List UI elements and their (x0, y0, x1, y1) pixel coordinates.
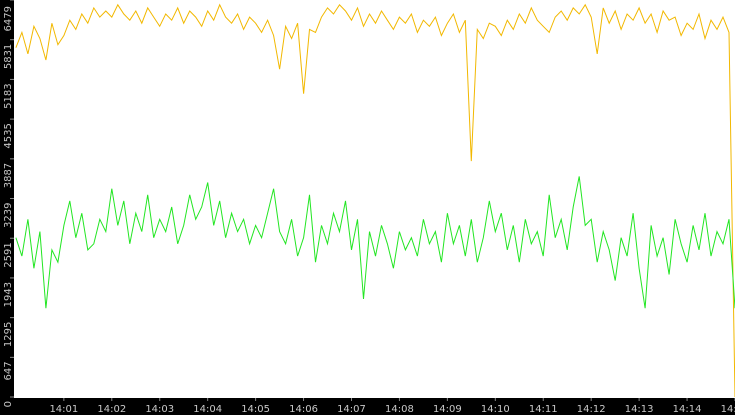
y-tick-label: 5831 (3, 44, 14, 69)
y-tick-label: 2591 (3, 242, 14, 267)
y-tick-label: 5183 (3, 83, 14, 108)
x-tick-label: 14:02 (97, 404, 126, 415)
x-tick-label: 14:11 (529, 404, 558, 415)
x-tick-label: 14:13 (625, 404, 654, 415)
y-tick-label: 3887 (3, 163, 14, 188)
y-tick-label: 647 (3, 361, 14, 380)
x-tick-label: 14:09 (433, 404, 462, 415)
x-tick-label: 14:14 (673, 404, 702, 415)
y-tick-label: 1295 (3, 322, 14, 347)
x-tick-label: 14:01 (49, 404, 78, 415)
y-tick-label: 3239 (3, 203, 14, 228)
y-axis-strip (0, 0, 14, 415)
y-tick-label: 0 (3, 401, 14, 407)
y-tick-label: 1943 (3, 282, 14, 307)
plot-area (14, 0, 735, 398)
x-tick-label: 14:04 (193, 404, 222, 415)
series-line (15, 3, 735, 398)
x-tick-label: 14:15 (721, 404, 735, 415)
x-tick-label: 14:06 (289, 404, 318, 415)
x-tick-label: 14:10 (481, 404, 510, 415)
y-tick-label: 6479 (3, 6, 14, 31)
x-tick-label: 14:12 (577, 404, 606, 415)
x-tick-label: 14:05 (241, 404, 270, 415)
x-axis-strip (0, 398, 735, 415)
series-line (15, 176, 735, 309)
x-tick-label: 14:07 (337, 404, 366, 415)
x-tick-label: 14:03 (145, 404, 174, 415)
x-tick-label: 14:08 (385, 404, 414, 415)
y-tick-label: 4535 (3, 123, 14, 148)
